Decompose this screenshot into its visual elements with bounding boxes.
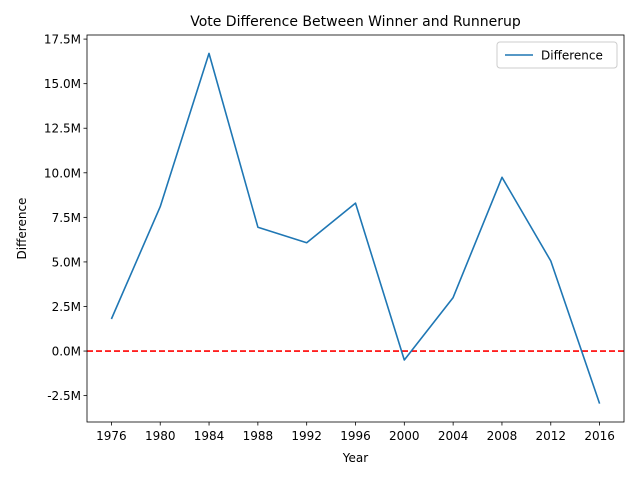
y-axis-ticks: -2.5M 0.0M 2.5M 5.0M 7.5M 10.0M 12.5M 15.0M 17.5… — [44, 33, 87, 403]
legend-label: Difference — [541, 49, 603, 63]
chart-title: Vote Difference Between Winner and Runne… — [190, 14, 521, 30]
x-tick-label: 2004 — [438, 429, 469, 443]
x-tick-label: 2000 — [389, 429, 420, 443]
y-axis-label: Difference — [15, 198, 29, 260]
y-tick-label: 2.5M — [52, 300, 81, 314]
x-tick-label: 1984 — [194, 429, 225, 443]
series-lines — [110, 52, 601, 404]
y-tick-label: 5.0M — [52, 255, 81, 269]
y-tick-label: -2.5M — [47, 389, 81, 403]
x-tick-label: 1996 — [340, 429, 371, 443]
legend-box — [496, 41, 618, 69]
x-tick-label: 1980 — [145, 429, 176, 443]
y-tick-label: 17.5M — [44, 33, 81, 47]
x-tick-label: 2012 — [535, 429, 566, 443]
x-tick-label: 1988 — [243, 429, 274, 443]
legend: Difference — [496, 41, 618, 69]
x-tick-label: 1992 — [291, 429, 322, 443]
plot-frame — [86, 34, 625, 423]
series-line-difference — [110, 52, 601, 404]
y-tick-label: 12.5M — [44, 122, 81, 136]
x-tick-label: 2016 — [584, 429, 615, 443]
y-tick-label: 7.5M — [52, 211, 81, 225]
x-tick-label: 1976 — [96, 429, 127, 443]
x-axis-ticks: 1976 1980 1984 1988 1992 1996 2000 2004 2008 2012… — [96, 422, 615, 443]
y-tick-label: 0.0M — [52, 345, 81, 359]
x-axis-label: Year — [342, 451, 368, 465]
x-tick-label: 2008 — [487, 429, 518, 443]
y-tick-label: 15.0M — [44, 77, 81, 91]
y-tick-label: 10.0M — [44, 166, 81, 180]
